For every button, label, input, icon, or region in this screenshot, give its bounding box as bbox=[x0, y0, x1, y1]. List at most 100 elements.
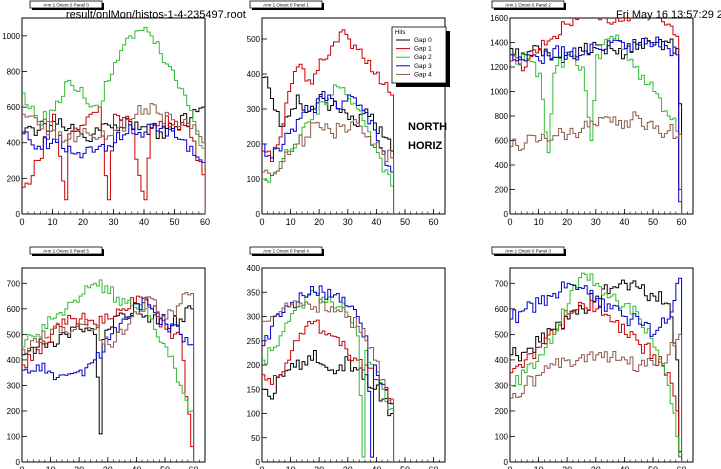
series-gap-2 bbox=[22, 279, 195, 462]
y-tick-label: 200 bbox=[495, 407, 509, 416]
x-tick-label: 10 bbox=[286, 465, 296, 469]
y-tick-label: 1000 bbox=[490, 88, 508, 97]
y-tick-label: 0 bbox=[256, 458, 261, 467]
x-tick-label: 10 bbox=[46, 465, 56, 469]
legend-entry-gap-0: Gap 0 bbox=[414, 37, 432, 44]
y-tick-label: 0 bbox=[16, 210, 21, 219]
series-gap-1 bbox=[262, 29, 395, 214]
series-gap-2 bbox=[510, 272, 683, 462]
file-path-label: result/onlMon/histos-1-4-235497.root bbox=[66, 9, 246, 21]
y-tick-label: 600 bbox=[495, 137, 509, 146]
y-tick-label: 150 bbox=[247, 385, 261, 394]
x-tick-label: 30 bbox=[591, 465, 601, 469]
series-gap-3 bbox=[22, 122, 205, 214]
title-box bbox=[249, 246, 323, 255]
y-tick-label: 700 bbox=[7, 279, 21, 288]
x-tick-label: 40 bbox=[139, 217, 149, 227]
x-tick-label: 10 bbox=[534, 465, 544, 469]
x-tick-label: 0 bbox=[259, 217, 264, 227]
x-tick-label: 50 bbox=[648, 465, 658, 469]
series-gap-3 bbox=[510, 36, 683, 214]
y-tick-label: 350 bbox=[247, 288, 261, 297]
x-tick-label: 20 bbox=[562, 217, 572, 227]
x-tick-label: 10 bbox=[47, 217, 57, 227]
legend-title: Hits bbox=[395, 30, 405, 36]
x-tick-label: 30 bbox=[108, 217, 118, 227]
x-tick-label: 50 bbox=[400, 217, 410, 227]
y-tick-label: 100 bbox=[247, 410, 261, 419]
y-tick-label: 800 bbox=[495, 112, 509, 121]
y-tick-label: 100 bbox=[247, 175, 261, 184]
y-tick-label: 200 bbox=[7, 174, 21, 183]
x-tick-label: 60 bbox=[677, 217, 687, 227]
y-tick-label: 1400 bbox=[490, 39, 508, 48]
y-tick-label: 400 bbox=[7, 356, 21, 365]
y-tick-label: 400 bbox=[495, 161, 509, 170]
y-tick-label: 600 bbox=[7, 305, 21, 314]
x-tick-label: 10 bbox=[534, 217, 544, 227]
x-tick-label: 0 bbox=[507, 465, 512, 469]
y-tick-label: 400 bbox=[247, 70, 261, 79]
series-gap-4 bbox=[22, 292, 195, 462]
y-tick-label: 600 bbox=[495, 305, 509, 314]
x-tick-label: 60 bbox=[429, 465, 439, 469]
chart-panel-3: Arm 1 Orient 0 Panel 5 0 10 20 30 40 50 600 100 2… bbox=[7, 246, 206, 469]
legend-entry-gap-2: Gap 2 bbox=[414, 54, 432, 61]
series-gap-4 bbox=[22, 103, 205, 214]
y-tick-label: 100 bbox=[7, 432, 21, 441]
chart-panel-2: Arm 1 Orient 0 Panel 20 10 20 30 40 50 6002004… bbox=[490, 0, 694, 227]
x-tick-label: 30 bbox=[591, 217, 601, 227]
series-gap-3 bbox=[510, 277, 683, 462]
y-tick-label: 1600 bbox=[490, 14, 508, 23]
y-tick-label: 100 bbox=[495, 432, 509, 441]
x-tick-label: 40 bbox=[131, 465, 141, 469]
annotation-north: NORTH bbox=[408, 121, 447, 133]
panel-title: Arm 1 Orient 0 Panel 5 bbox=[43, 249, 89, 254]
series-gap-2 bbox=[510, 34, 683, 214]
series-gap-4 bbox=[262, 119, 395, 214]
x-tick-label: 20 bbox=[562, 465, 572, 469]
y-tick-label: 0 bbox=[16, 458, 21, 467]
y-tick-label: 0 bbox=[256, 210, 261, 219]
y-tick-label: 0 bbox=[504, 458, 509, 467]
series-gap-1 bbox=[510, 299, 683, 462]
y-tick-label: 200 bbox=[247, 140, 261, 149]
x-tick-label: 20 bbox=[74, 465, 84, 469]
series-gap-4 bbox=[262, 298, 395, 462]
x-tick-label: 40 bbox=[371, 217, 381, 227]
x-tick-label: 50 bbox=[169, 217, 179, 227]
title-box bbox=[491, 246, 565, 255]
series-gap-1 bbox=[262, 319, 395, 462]
panel-title: Arm 1 Orient 0 Panel 0 bbox=[43, 3, 89, 8]
y-tick-label: 1000 bbox=[2, 32, 20, 41]
y-tick-label: 400 bbox=[247, 264, 261, 273]
series-gap-1 bbox=[510, 18, 683, 214]
y-tick-label: 800 bbox=[7, 67, 21, 76]
x-tick-label: 0 bbox=[19, 465, 24, 469]
series-gap-3 bbox=[262, 285, 395, 462]
panel-title: Arm 1 Orient 0 Panel 4 bbox=[263, 249, 309, 254]
y-tick-label: 250 bbox=[247, 337, 261, 346]
panel-title: Arm 1 Orient 0 Panel 3 bbox=[505, 249, 551, 254]
x-tick-label: 50 bbox=[648, 217, 658, 227]
x-tick-label: 60 bbox=[189, 465, 199, 469]
x-tick-label: 60 bbox=[429, 217, 439, 227]
chart-panel-0: Arm 1 Orient 0 Panel 00 10 20 30 40 50 6002004… bbox=[2, 0, 210, 227]
x-tick-label: 20 bbox=[78, 217, 88, 227]
x-tick-label: 0 bbox=[507, 217, 512, 227]
x-tick-label: 50 bbox=[160, 465, 170, 469]
x-tick-label: 20 bbox=[314, 217, 324, 227]
panel-title: Arm 1 Orient 0 Panel 1 bbox=[263, 3, 309, 8]
legend-box bbox=[391, 26, 447, 84]
x-tick-label: 60 bbox=[677, 465, 687, 469]
series-gap-2 bbox=[22, 26, 205, 214]
y-tick-label: 200 bbox=[7, 407, 21, 416]
y-tick-label: 300 bbox=[7, 381, 21, 390]
y-tick-label: 200 bbox=[247, 361, 261, 370]
legend-entry-gap-4: Gap 4 bbox=[414, 71, 432, 78]
chart-panel-5: Arm 1 Orient 0 Panel 3 0 10 20 30 40 50 600 100 2… bbox=[491, 246, 694, 469]
series-gap-3 bbox=[262, 91, 395, 214]
y-tick-label: 600 bbox=[7, 103, 21, 112]
series-gap-0 bbox=[262, 349, 395, 462]
legend-entry-gap-3: Gap 3 bbox=[414, 63, 432, 70]
